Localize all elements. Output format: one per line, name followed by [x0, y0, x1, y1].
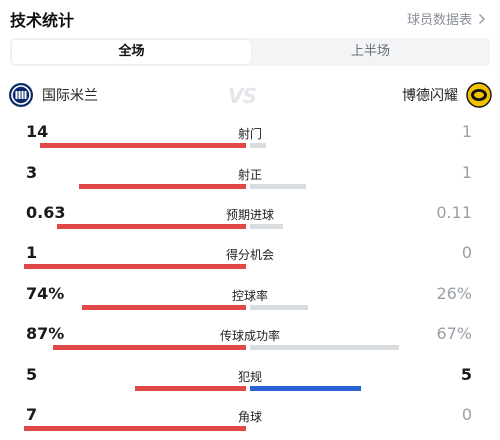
stat-row-possession: 74% 控球率 26% — [0, 284, 500, 320]
home-bar — [40, 143, 246, 148]
stat-label: 预期进球 — [225, 208, 274, 222]
stat-label: 射门 — [237, 127, 262, 141]
teams-row: 国际米兰 VS 博德闪耀 — [0, 80, 500, 110]
home-bar-track — [24, 345, 246, 350]
inter-logo-icon — [9, 83, 33, 107]
stat-row-shots: 14 射门 1 — [0, 122, 500, 158]
away-value: 0 — [461, 405, 472, 424]
away-team-name: 博德闪耀 — [402, 88, 458, 104]
stat-label: 角球 — [237, 410, 262, 424]
away-bar — [250, 305, 308, 310]
home-bar-track — [24, 264, 246, 269]
stats-header: 技术统计 球员数据表 — [0, 0, 500, 36]
home-bar-track — [24, 426, 246, 431]
stat-label: 犯规 — [237, 370, 262, 384]
away-value: 1 — [461, 163, 472, 182]
home-team-name: 国际米兰 — [42, 88, 98, 104]
away-bar-track — [250, 386, 472, 391]
section-title: 技术统计 — [10, 11, 75, 30]
home-value: 0.63 — [26, 203, 66, 222]
home-bar — [82, 305, 246, 310]
away-bar — [250, 143, 266, 148]
away-value: 0.11 — [436, 203, 472, 222]
away-bar — [250, 224, 283, 229]
stat-label: 射正 — [237, 168, 262, 182]
home-team[interactable]: 国际米兰 — [8, 82, 98, 108]
home-bar — [53, 345, 246, 350]
player-stats-link-label: 球员数据表 — [406, 13, 472, 28]
away-value: 1 — [461, 122, 472, 141]
home-value: 74% — [26, 284, 65, 303]
stat-row-shots-on-target: 3 射正 1 — [0, 163, 500, 199]
home-bar-track — [24, 224, 246, 229]
home-bar-track — [24, 143, 246, 148]
bodo-glimt-logo-icon — [466, 82, 492, 108]
tab-first-half[interactable]: 上半场 — [350, 44, 390, 59]
stat-row-corners: 7 角球 0 — [0, 405, 500, 440]
home-bar — [135, 386, 246, 391]
away-value: 5 — [460, 365, 472, 384]
stat-row-pass-accuracy: 87% 传球成功率 67% — [0, 324, 500, 360]
home-bar — [57, 224, 246, 229]
away-bar-track — [250, 143, 472, 148]
stat-row-expected-goals: 0.63 预期进球 0.11 — [0, 203, 500, 239]
stat-row-big-chances: 1 得分机会 0 — [0, 243, 500, 279]
away-bar-track — [250, 184, 472, 189]
home-value: 87% — [26, 324, 65, 343]
away-bar — [250, 345, 399, 350]
stat-label: 得分机会 — [225, 248, 274, 262]
away-bar-track — [250, 345, 472, 350]
home-value: 14 — [26, 122, 49, 141]
player-stats-link[interactable]: 球员数据表 — [407, 9, 486, 28]
home-bar-track — [24, 386, 246, 391]
away-bar-track — [250, 305, 472, 310]
chevron-right-icon — [478, 13, 486, 24]
home-value: 1 — [26, 243, 38, 262]
home-bar — [79, 184, 246, 189]
away-bar-track — [250, 426, 472, 431]
away-bar — [250, 386, 361, 391]
away-bar-track — [250, 264, 472, 269]
away-value: 26% — [436, 284, 472, 303]
away-value: 67% — [436, 324, 472, 343]
away-bar-track — [250, 224, 472, 229]
away-bar — [250, 184, 306, 189]
vs-watermark: VS — [228, 84, 257, 108]
home-bar-track — [24, 184, 246, 189]
home-bar — [24, 264, 246, 269]
home-bar-track — [24, 305, 246, 310]
away-team[interactable]: 博德闪耀 — [402, 82, 492, 108]
home-value: 7 — [26, 405, 38, 424]
period-tabs: 全场 上半场 — [10, 38, 490, 66]
stat-label: 控球率 — [231, 289, 268, 303]
home-value: 5 — [26, 365, 38, 384]
away-value: 0 — [461, 243, 472, 262]
home-value: 3 — [26, 163, 38, 182]
stat-label: 传球成功率 — [219, 329, 280, 343]
home-bar — [24, 426, 246, 431]
stat-row-fouls: 5 犯规 5 — [0, 365, 500, 401]
tab-full-match[interactable]: 全场 — [12, 40, 251, 64]
